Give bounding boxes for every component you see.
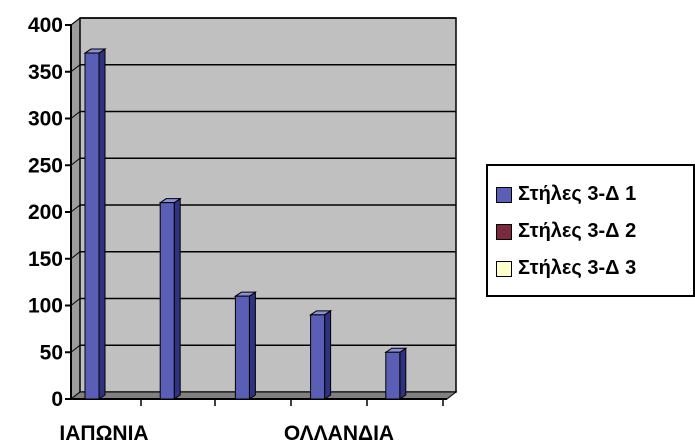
legend-item-series-3: Στήλες 3-Δ 3	[496, 250, 693, 287]
y-tick-label: 250	[28, 154, 63, 177]
bars	[83, 48, 408, 400]
y-tick-label: 0	[51, 388, 63, 411]
x-category-label: ΙΑΠΩΝΙΑ	[59, 422, 148, 441]
legend-swatch-series-3	[496, 260, 512, 277]
bar-front	[159, 202, 175, 400]
bar-side	[173, 197, 181, 400]
y-tick-label: 200	[28, 201, 63, 224]
bar	[233, 291, 258, 400]
y-tick-label: 50	[40, 341, 63, 364]
legend-swatch-series-1	[496, 186, 512, 203]
gridline-wall	[70, 17, 81, 26]
x-axis: ΙΑΠΩΝΙΑ ΟΛΛΑΝΔΙΑ	[59, 399, 444, 441]
bar	[83, 48, 107, 400]
gridline-wall	[70, 298, 81, 306]
bar-front	[84, 52, 100, 400]
bar-side	[98, 48, 106, 400]
legend-swatch-series-2	[496, 223, 512, 240]
legend-item-series-2: Στήλες 3-Δ 2	[496, 213, 693, 250]
bar	[158, 197, 182, 400]
legend: Στήλες 3-Δ 1 Στήλες 3-Δ 2 Στήλες 3-Δ 3	[486, 164, 695, 297]
y-axis: 0 50 100 150 200 250 300 350 400	[28, 14, 447, 411]
bar-front	[310, 314, 326, 400]
legend-label-series-3: Στήλες 3-Δ 3	[518, 257, 637, 279]
gridline-wall	[70, 64, 81, 73]
bar	[308, 309, 333, 400]
gridline-wall	[70, 111, 81, 119]
legend-label-series-1: Στήλες 3-Δ 1	[518, 183, 637, 205]
bar-side	[324, 309, 332, 400]
y-tick-label: 300	[28, 108, 63, 131]
legend-item-series-1: Στήλες 3-Δ 1	[496, 176, 693, 213]
bar-side	[248, 291, 256, 400]
legend-label-series-2: Στήλες 3-Δ 2	[518, 220, 637, 242]
bar-side	[399, 347, 407, 400]
bar-front	[234, 295, 250, 400]
gridline-wall	[70, 251, 81, 260]
x-category-label: ΟΛΛΑΝΔΙΑ	[284, 422, 394, 441]
gridline-wall	[70, 157, 81, 166]
gridline-wall	[70, 344, 81, 353]
bar	[384, 347, 408, 400]
y-tick-label: 100	[28, 295, 63, 318]
y-tick-label: 150	[28, 248, 63, 271]
y-tick-label: 350	[28, 61, 63, 84]
y-tick-label: 400	[28, 14, 63, 37]
plot-area	[69, 16, 458, 401]
gridline-wall	[70, 204, 81, 213]
bar-front	[385, 351, 401, 400]
